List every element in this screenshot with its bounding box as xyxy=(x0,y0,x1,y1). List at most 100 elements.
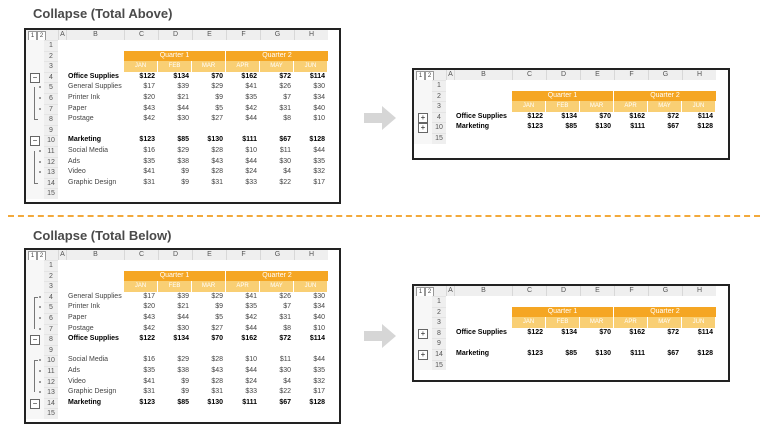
row-header[interactable]: 6 xyxy=(44,313,58,324)
collapse-icon[interactable]: − xyxy=(30,335,40,346)
row-header[interactable]: 8 xyxy=(44,334,58,345)
value-cell[interactable]: $85 xyxy=(177,398,189,406)
value-cell[interactable]: $9 xyxy=(181,178,189,186)
row-header[interactable]: 14 xyxy=(44,177,58,189)
value-cell[interactable]: $10 xyxy=(313,115,325,123)
value-cell[interactable]: $7 xyxy=(283,94,291,101)
column-header[interactable]: C xyxy=(512,70,546,80)
row-header[interactable]: 4 xyxy=(44,71,58,83)
value-cell[interactable]: $40 xyxy=(313,104,325,112)
column-header[interactable]: D xyxy=(158,250,192,260)
value-cell[interactable]: $17 xyxy=(313,388,325,396)
column-header[interactable]: H xyxy=(682,286,716,296)
column-header[interactable]: E xyxy=(192,30,226,40)
row-header[interactable]: 7 xyxy=(44,103,58,115)
value-cell[interactable]: $122 xyxy=(139,72,155,80)
row-header[interactable]: 9 xyxy=(432,338,446,349)
value-cell[interactable]: $32 xyxy=(313,168,325,176)
row-header[interactable]: 14 xyxy=(44,397,58,409)
expand-icon[interactable]: + xyxy=(418,123,428,134)
value-cell[interactable]: $34 xyxy=(313,94,325,101)
value-cell[interactable]: $20 xyxy=(143,94,155,101)
expand-icon[interactable]: + xyxy=(418,350,428,360)
row-header[interactable]: 10 xyxy=(432,122,446,133)
column-header[interactable]: E xyxy=(192,250,226,260)
column-header[interactable]: G xyxy=(260,250,294,260)
value-cell[interactable]: $35 xyxy=(313,157,325,165)
row-header[interactable]: 7 xyxy=(44,323,58,335)
row-header[interactable]: 3 xyxy=(432,317,446,328)
value-cell[interactable]: $20 xyxy=(143,303,155,311)
collapse-icon[interactable]: − xyxy=(30,72,40,83)
expand-icon[interactable]: + xyxy=(418,112,428,123)
column-header[interactable]: F xyxy=(614,286,648,296)
column-header[interactable]: B xyxy=(66,30,124,40)
column-header[interactable]: F xyxy=(226,30,260,40)
value-cell[interactable]: $70 xyxy=(211,72,223,80)
value-cell[interactable]: $10 xyxy=(245,147,257,154)
value-cell[interactable]: $27 xyxy=(211,324,223,332)
column-header[interactable]: A xyxy=(446,70,454,80)
value-cell[interactable]: $44 xyxy=(313,147,325,154)
value-cell[interactable]: $114 xyxy=(309,72,325,80)
value-cell[interactable]: $134 xyxy=(561,328,577,336)
value-cell[interactable]: $42 xyxy=(245,104,257,112)
row-header[interactable]: 3 xyxy=(44,281,58,292)
row-header[interactable]: 1 xyxy=(44,40,58,51)
value-cell[interactable]: $5 xyxy=(215,104,223,112)
value-cell[interactable]: $26 xyxy=(279,83,291,91)
value-cell[interactable]: $85 xyxy=(565,350,577,357)
value-cell[interactable]: $31 xyxy=(211,178,223,186)
column-header[interactable]: G xyxy=(648,286,682,296)
value-cell[interactable]: $28 xyxy=(211,147,223,154)
value-cell[interactable]: $11 xyxy=(279,147,291,154)
value-cell[interactable]: $111 xyxy=(630,350,645,357)
row-header[interactable]: 15 xyxy=(44,188,58,199)
row-header[interactable]: 12 xyxy=(44,156,58,168)
value-cell[interactable]: $31 xyxy=(143,178,155,186)
value-cell[interactable]: $30 xyxy=(279,157,291,165)
value-cell[interactable]: $128 xyxy=(309,136,325,144)
row-header[interactable]: 10 xyxy=(44,355,58,366)
value-cell[interactable]: $39 xyxy=(177,292,189,300)
value-cell[interactable]: $40 xyxy=(313,314,325,321)
value-cell[interactable]: $111 xyxy=(630,123,645,131)
value-cell[interactable]: $9 xyxy=(215,303,223,311)
value-cell[interactable]: $35 xyxy=(245,303,257,311)
value-cell[interactable]: $29 xyxy=(177,356,189,364)
value-cell[interactable]: $31 xyxy=(211,388,223,396)
value-cell[interactable]: $9 xyxy=(181,377,189,385)
collapse-icon[interactable]: − xyxy=(30,136,40,147)
value-cell[interactable]: $26 xyxy=(279,292,291,300)
row-header[interactable]: 15 xyxy=(432,359,446,371)
expand-icon[interactable]: + xyxy=(418,328,428,339)
value-cell[interactable]: $21 xyxy=(177,303,189,311)
value-cell[interactable]: $85 xyxy=(565,123,577,131)
value-cell[interactable]: $67 xyxy=(279,136,291,144)
value-cell[interactable]: $44 xyxy=(177,314,189,321)
row-header[interactable]: 1 xyxy=(432,296,446,307)
value-cell[interactable]: $130 xyxy=(595,350,611,357)
value-cell[interactable]: $10 xyxy=(245,356,257,364)
value-cell[interactable]: $162 xyxy=(241,335,257,343)
value-cell[interactable]: $72 xyxy=(667,112,679,120)
value-cell[interactable]: $44 xyxy=(245,324,257,332)
value-cell[interactable]: $16 xyxy=(143,356,155,364)
value-cell[interactable]: $44 xyxy=(245,157,257,165)
value-cell[interactable]: $123 xyxy=(527,123,543,131)
value-cell[interactable]: $44 xyxy=(313,356,325,364)
value-cell[interactable]: $123 xyxy=(139,136,155,144)
value-cell[interactable]: $17 xyxy=(143,292,155,300)
value-cell[interactable]: $67 xyxy=(667,350,679,357)
row-header[interactable]: 3 xyxy=(432,101,446,112)
value-cell[interactable]: $28 xyxy=(211,377,223,385)
value-cell[interactable]: $114 xyxy=(309,335,325,343)
value-cell[interactable]: $10 xyxy=(313,324,325,332)
column-header[interactable]: C xyxy=(124,250,158,260)
value-cell[interactable]: $31 xyxy=(279,314,291,321)
value-cell[interactable]: $28 xyxy=(211,356,223,364)
value-cell[interactable]: $35 xyxy=(143,157,155,165)
value-cell[interactable]: $4 xyxy=(283,377,291,385)
value-cell[interactable]: $134 xyxy=(173,335,189,343)
row-header[interactable]: 13 xyxy=(44,167,58,178)
